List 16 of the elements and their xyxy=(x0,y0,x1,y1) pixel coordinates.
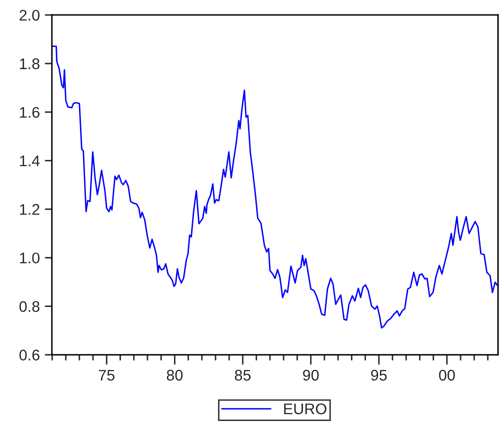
y-tick-label: 2.0 xyxy=(20,10,40,21)
x-tick-label: 00 xyxy=(439,370,455,381)
y-tick-label: 0.6 xyxy=(19,350,40,360)
y-tick-label: 1.2 xyxy=(20,204,40,215)
x-tick-label: 95 xyxy=(371,370,387,381)
y-tick-label: 1.8 xyxy=(20,58,40,70)
x-tick-label: 80 xyxy=(166,370,183,381)
line-series xyxy=(52,46,498,329)
y-tick-label: 0.8 xyxy=(19,301,40,312)
x-tick-label: 75 xyxy=(98,370,114,381)
legend-label: EURO xyxy=(284,403,326,414)
x-tick-label: 85 xyxy=(234,370,251,381)
y-tick-label: 1.6 xyxy=(20,106,40,118)
x-tick-label: 90 xyxy=(303,370,319,381)
y-tick-label: 1.4 xyxy=(20,156,40,166)
y-tick-label: 1.0 xyxy=(20,252,40,264)
